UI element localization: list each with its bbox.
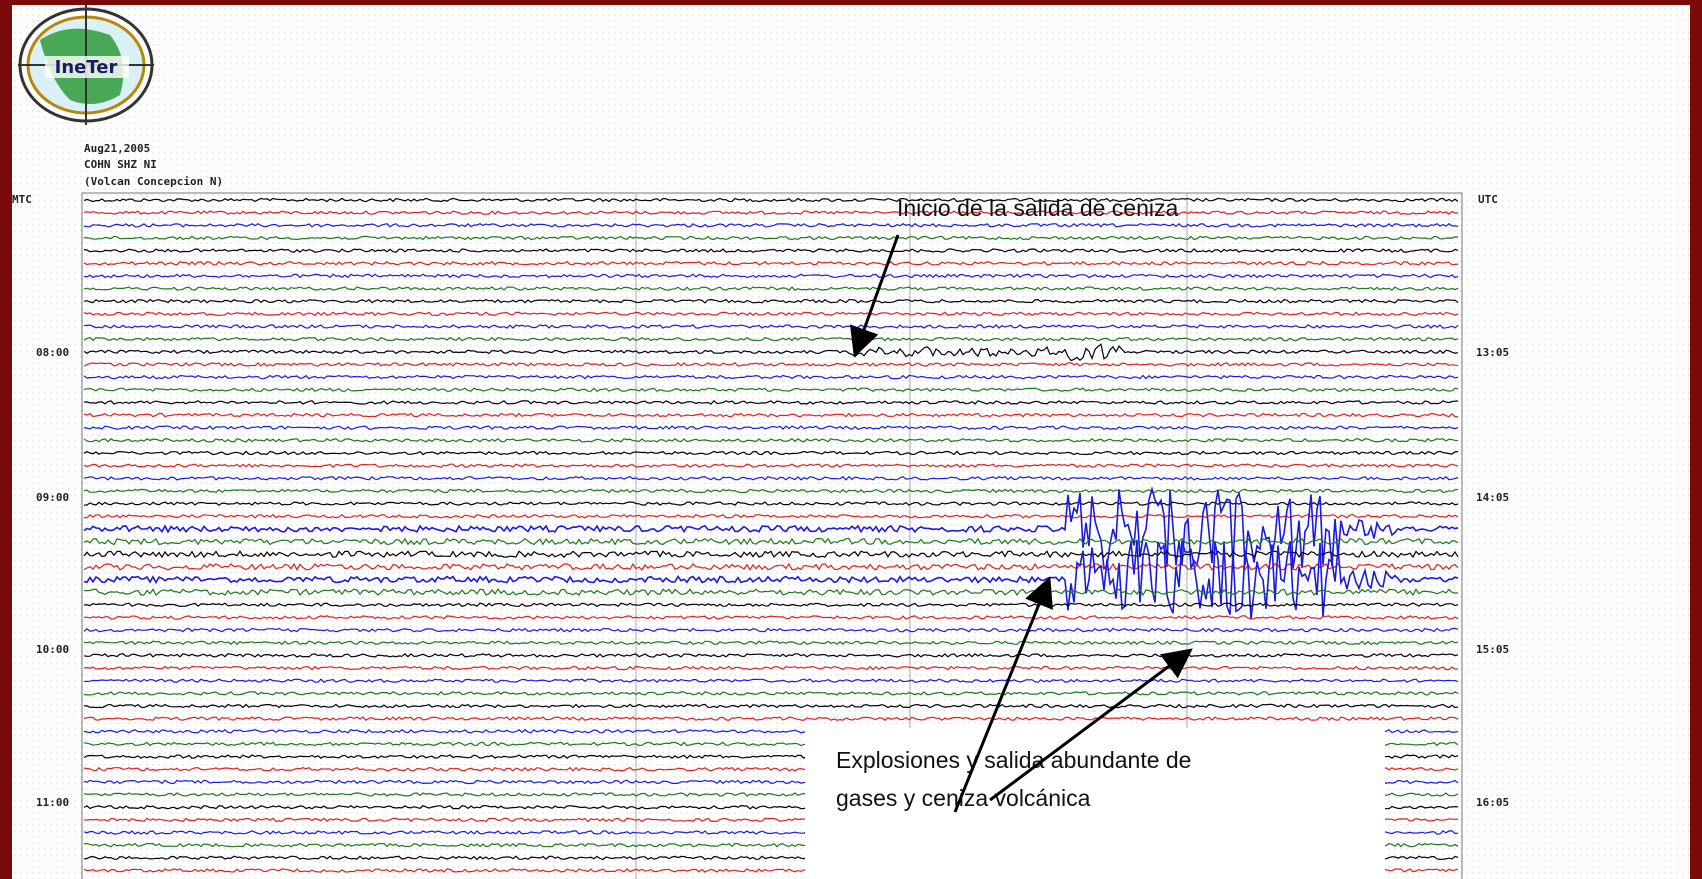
trace [83,362,1459,367]
trace [84,602,1459,608]
arrow [953,576,1053,813]
trace [83,627,1459,633]
station: COHN SHZ NI [84,158,157,171]
right-axis-label: UTC [1478,193,1498,206]
right-time-label: 14:05 [1476,491,1509,504]
trace [83,260,1459,266]
left-time-label: 09:00 [36,491,69,504]
logo-text: IneTer [55,57,118,78]
trace [83,615,1459,620]
trace [83,387,1459,393]
trace [83,678,1459,683]
trace [83,324,1459,329]
trace [83,235,1459,241]
trace [83,513,1459,519]
trace [83,311,1459,317]
right-time-label: 16:05 [1476,796,1509,809]
trace [83,374,1459,380]
left-time-label: 11:00 [36,796,69,809]
arrow [849,234,900,358]
trace [83,399,1459,405]
logo: IneTer [18,5,154,125]
trace [83,298,1459,304]
trace [83,412,1458,418]
traces [83,197,1459,873]
plot-frame [81,192,1463,879]
trace [83,438,1459,443]
trace [83,640,1459,646]
explosion-annotation: Explosiones y salida abundante de [836,747,1191,773]
trace [83,690,1459,696]
trace [83,222,1459,228]
trace [83,665,1459,671]
right-time-label: 15:05 [1476,643,1509,656]
onset-annotation: Inicio de la salida de ceniza [897,195,1178,221]
trace [83,197,1459,203]
trace [83,716,1459,722]
trace [83,463,1459,469]
date: Aug21,2005 [84,142,150,155]
trace [83,343,1459,362]
time-labels: 08:00 09:00 10:00 11:00 13:05 14:05 15:05 16:05 [36,346,1509,809]
trace [83,537,1459,546]
trace [83,550,1459,559]
trace [83,486,1459,571]
trace [83,488,1459,494]
trace [83,588,1459,597]
left-time-label: 08:00 [36,346,69,359]
volcano: (Volcan Concepcion N) [84,175,223,188]
trace [83,286,1459,291]
trace [83,425,1459,431]
trace [83,501,1459,506]
trace [83,475,1459,481]
trace [83,336,1459,342]
left-time-label: 10:00 [36,643,69,656]
trace [83,248,1459,254]
trace [83,273,1459,279]
trace [83,703,1459,709]
trace [83,562,1459,572]
arrow [989,648,1193,802]
trace [83,539,1459,620]
left-axis-label: MTC [12,193,32,206]
trace [83,653,1459,658]
right-time-label: 13:05 [1476,346,1509,359]
annotation-box [805,728,1385,879]
trace [83,210,1459,215]
trace [83,450,1459,456]
